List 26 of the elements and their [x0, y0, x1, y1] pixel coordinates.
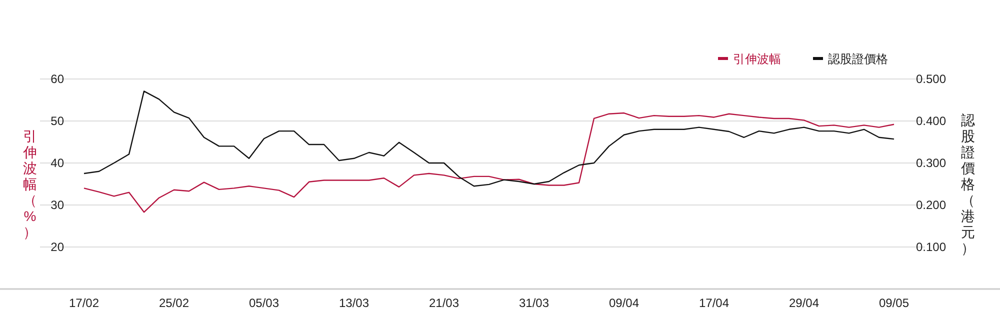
line-series: [83, 112, 895, 213]
x-tick-label: 21/03: [428, 296, 460, 310]
y-tick-label: 40: [50, 156, 64, 170]
y-tick-label: 20: [50, 240, 64, 254]
y-tick-label: 50: [50, 114, 64, 128]
y2-tick-label: 0.200: [916, 198, 946, 212]
x-tick-label: 29/04: [788, 296, 820, 310]
x-tick-label: 17/02: [68, 296, 100, 310]
y2-tick-label: 0.100: [916, 240, 946, 254]
y2-tick-label: 0.300: [916, 156, 946, 170]
x-tick-label: 25/02: [158, 296, 190, 310]
y2-tick-label: 0.500: [916, 72, 946, 86]
line-series: [83, 90, 895, 187]
legend-label: 認股證價格: [828, 52, 888, 66]
x-tick-label: 17/04: [698, 296, 730, 310]
x-tick-label: 09/05: [878, 296, 910, 310]
x-tick-label: 05/03: [248, 296, 280, 310]
y-tick-label: 30: [50, 198, 64, 212]
y2-tick-label: 0.400: [916, 114, 946, 128]
legend-label: 引伸波幅: [733, 52, 781, 66]
x-tick-label: 13/03: [338, 296, 370, 310]
x-tick-label: 31/03: [518, 296, 550, 310]
text: 認股證價格（港元）: [961, 112, 975, 256]
x-tick-label: 09/04: [608, 296, 640, 310]
y-tick-label: 60: [50, 72, 64, 86]
y-axis-title: 引伸波幅（%）: [22, 128, 37, 240]
